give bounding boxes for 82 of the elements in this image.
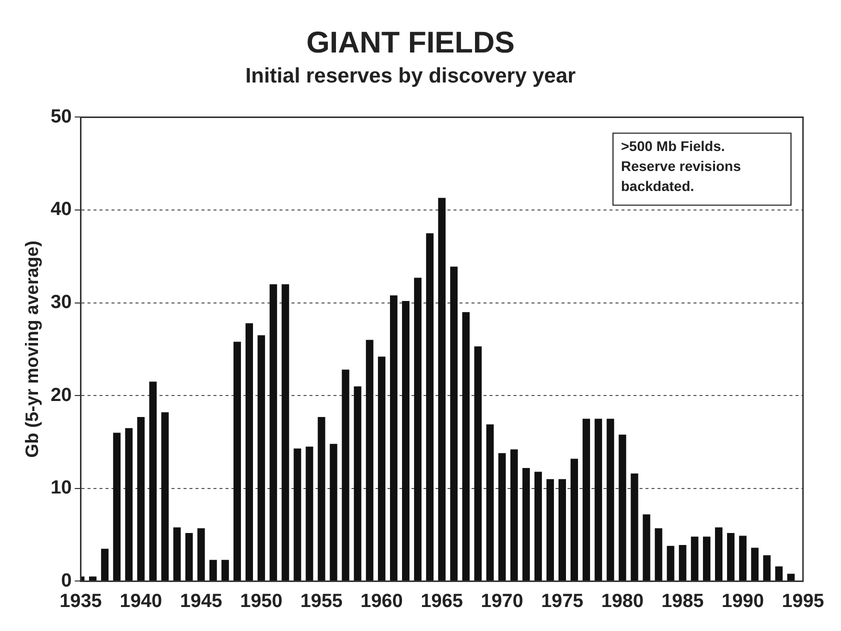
- y-tick-label: 0: [61, 570, 72, 592]
- bar: [666, 546, 674, 581]
- bar: [751, 548, 759, 581]
- y-tick-label: 50: [50, 106, 72, 128]
- bar: [438, 198, 446, 581]
- bar: [113, 432, 121, 581]
- y-tick-label: 20: [50, 384, 72, 406]
- bar: [318, 416, 326, 581]
- x-tick-label: 1960: [360, 590, 403, 612]
- bar: [690, 536, 698, 581]
- bar: [426, 233, 434, 581]
- x-tick-label: 1935: [60, 590, 102, 612]
- bar: [402, 300, 410, 581]
- x-tick-label: 1985: [661, 590, 704, 612]
- bar: [606, 418, 614, 581]
- bar: [101, 548, 109, 581]
- x-tick-label: 1950: [240, 590, 282, 612]
- x-tick-label: 1990: [722, 590, 764, 612]
- bar: [546, 479, 554, 581]
- bar: [594, 418, 602, 581]
- bar: [197, 528, 205, 581]
- y-tick-label: 30: [50, 292, 72, 314]
- bar: [306, 446, 314, 581]
- x-tick-label: 1975: [541, 590, 584, 612]
- bar: [715, 527, 722, 581]
- bar: [233, 342, 241, 581]
- bar: [366, 340, 374, 581]
- y-axis-title: Gb (5-yr moving average): [22, 240, 42, 458]
- bar: [173, 527, 181, 581]
- bar: [125, 428, 133, 581]
- bar: [258, 335, 266, 581]
- bar: [570, 458, 578, 581]
- bar: [137, 416, 145, 581]
- bar: [474, 346, 482, 581]
- x-tick-label: 1965: [420, 590, 464, 612]
- x-tick-label: 1980: [601, 590, 644, 612]
- bar: [618, 434, 626, 581]
- bar: [654, 528, 662, 581]
- bar: [763, 555, 771, 581]
- y-tick-label: 10: [50, 478, 72, 499]
- bar: [354, 386, 362, 581]
- bar: [330, 444, 338, 581]
- bar: [390, 295, 398, 581]
- bar: [342, 370, 350, 581]
- bar: [486, 424, 494, 581]
- chart-title: GIANT FIELDS: [306, 26, 515, 60]
- bar: [558, 479, 566, 581]
- bar: [294, 448, 302, 581]
- bar: [727, 532, 735, 581]
- bar: [678, 545, 686, 581]
- x-tick-label: 1995: [782, 590, 825, 612]
- bar: [702, 536, 710, 581]
- y-tick-label: 40: [50, 199, 72, 220]
- bar: [510, 449, 518, 581]
- bar: [522, 468, 530, 581]
- bar: [414, 278, 422, 581]
- bar: [450, 266, 458, 581]
- bar: [739, 536, 747, 581]
- bar: [89, 576, 97, 581]
- bar: [378, 356, 386, 581]
- x-tick-label: 1955: [300, 590, 344, 612]
- bar: [209, 560, 217, 581]
- bar: [630, 474, 638, 581]
- bar: [246, 323, 253, 581]
- bar: [149, 382, 157, 581]
- bar: [185, 532, 193, 581]
- bar: [498, 453, 506, 581]
- bar: [282, 284, 290, 581]
- bar: [642, 514, 650, 581]
- bar: [462, 312, 470, 581]
- bar: [582, 418, 590, 581]
- bar: [534, 472, 542, 581]
- bar: [775, 566, 783, 581]
- bar: [787, 574, 795, 581]
- chart-subtitle: Initial reserves by discovery year: [245, 64, 576, 88]
- x-tick-label: 1945: [180, 590, 223, 612]
- bar: [221, 560, 229, 581]
- x-tick-label: 1940: [120, 590, 162, 612]
- annotation: >500 Mb Fields. Reserve revisions backdated.: [621, 138, 742, 194]
- bar: [161, 412, 169, 581]
- x-tick-label: 1970: [480, 590, 524, 612]
- bar: [270, 284, 278, 581]
